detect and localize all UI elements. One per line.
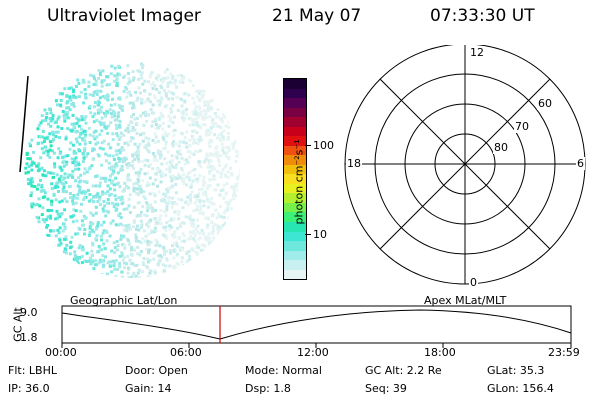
uv-emission-disk — [24, 62, 240, 278]
colorbar-segment — [284, 250, 306, 261]
colorbar-segment — [284, 231, 306, 242]
mlat-label-60: 60 — [537, 97, 553, 110]
mlat-label-70: 70 — [514, 120, 530, 133]
info-gc-alt: GC Alt: 2.2 Re — [365, 364, 442, 377]
colorbar-segment — [284, 174, 306, 184]
colorbar-label-100: 100 — [313, 139, 334, 152]
polar-mlat-mlt-grid — [344, 45, 586, 285]
info-dsp: Dsp: 1.8 — [245, 382, 291, 395]
colorbar-segment — [284, 269, 306, 280]
mlat-label-80: 80 — [493, 141, 509, 154]
colorbar-segment — [284, 107, 306, 118]
timeline-xtick-1200: 12:00 — [297, 346, 329, 359]
info-mode: Mode: Normal — [245, 364, 322, 377]
observation-date: 21 May 07 — [272, 6, 362, 26]
colorbar-segment — [284, 164, 306, 175]
uv-earth-image — [19, 62, 240, 278]
mlt-label-12: 12 — [469, 46, 485, 59]
colorbar-label-10: 10 — [313, 228, 327, 241]
polar-diagonal-2 — [379, 78, 551, 250]
info-ip: IP: 36.0 — [8, 382, 50, 395]
colorbar-segment — [284, 79, 306, 89]
colorbar-segment — [284, 88, 306, 99]
timeline-right-title: Apex MLat/MLT — [424, 294, 507, 307]
colorbar-segment — [284, 155, 306, 165]
timeline-xtick-1800: 18:00 — [424, 346, 456, 359]
info-filter: Flt: LBHL — [8, 364, 57, 377]
colorbar-segment — [284, 241, 306, 251]
timeline-xtick-0600: 06:00 — [170, 346, 202, 359]
colorbar-tick-100 — [305, 145, 311, 146]
colorbar-segment — [284, 212, 306, 222]
mlt-label-18: 18 — [346, 157, 362, 170]
timeline-left-title: Geographic Lat/Lon — [70, 294, 178, 307]
colorbar-segment — [284, 193, 306, 203]
colorbar-tick-10 — [305, 234, 311, 235]
altitude-curve — [61, 309, 572, 340]
gc-altitude-timeline — [61, 305, 572, 348]
colorbar-unit-label: photon cm⁻²s⁻¹ — [292, 139, 306, 225]
colorbar — [283, 78, 307, 280]
colorbar-segment — [284, 260, 306, 270]
timeline-xtick-0000: 00:00 — [45, 346, 77, 359]
instrument-title: Ultraviolet Imager — [47, 6, 201, 26]
info-door: Door: Open — [125, 364, 188, 377]
limb-marker-line — [19, 75, 29, 173]
info-gain: Gain: 14 — [125, 382, 172, 395]
colorbar-segment — [284, 98, 306, 108]
observation-time: 07:33:30 UT — [430, 6, 535, 26]
timeline-ytick-min: 1.8 — [20, 331, 38, 344]
timeline-xtick-2359: 23:59 — [548, 346, 580, 359]
info-glat: GLat: 35.3 — [487, 364, 545, 377]
colorbar-segment — [284, 126, 306, 137]
mlt-label-6: 6 — [576, 157, 585, 170]
info-seq: Seq: 39 — [365, 382, 407, 395]
colorbar-segment — [284, 202, 306, 213]
colorbar-segment — [284, 183, 306, 194]
mlt-label-0: 0 — [469, 276, 478, 289]
colorbar-segment — [284, 221, 306, 232]
colorbar-segment — [284, 145, 306, 156]
colorbar-segment — [284, 117, 306, 127]
colorbar-segment — [284, 136, 306, 146]
timeline-ytick-max: 9.0 — [20, 306, 38, 319]
info-glon: GLon: 156.4 — [487, 382, 554, 395]
